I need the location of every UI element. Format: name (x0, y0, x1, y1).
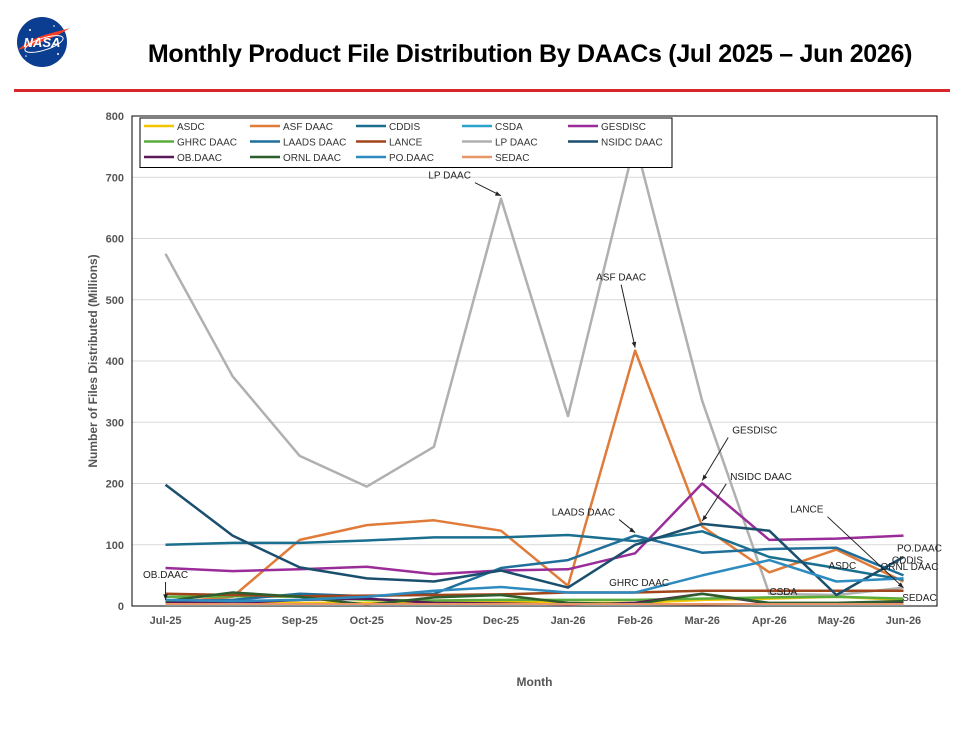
y-axis-title: Number of Files Distributed (Millions) (86, 254, 100, 467)
series-line-po-daac (165, 558, 904, 603)
annotation-leader-asf-daac (620, 284, 636, 348)
y-tick-label: 200 (106, 479, 124, 491)
legend-label-laads-daac: LAADS DAAC (283, 138, 346, 149)
x-tick-label: Apr-26 (752, 615, 787, 627)
annotations: LP DAAC ASF DAAC GESDISC NSIDC DAAC LAADS DA… (143, 171, 942, 604)
legend-label-po-daac: PO.DAAC (389, 153, 434, 164)
annotation-arrowhead-asf-daac (631, 341, 637, 348)
annotation-leader-lance (827, 516, 904, 589)
x-tick-label: Jun-26 (886, 615, 921, 627)
y-tick-label: 500 (106, 295, 124, 307)
x-tick-label: Nov-25 (416, 615, 453, 627)
legend-label-ornl-daac: ORNL DAAC (283, 153, 341, 164)
annotation-lance: LANCE (790, 505, 824, 516)
series-line-asf-daac (165, 349, 905, 605)
annotation-arrowhead-lp-daac (494, 191, 501, 196)
legend-label-ob-daac: OB.DAAC (177, 153, 222, 164)
x-tick-label: Feb-26 (617, 615, 652, 627)
annotation-leader-gesdisc (701, 437, 729, 481)
nasa-logo: NASA (10, 14, 74, 70)
legend-label-cddis: CDDIS (389, 122, 420, 133)
x-tick-label: Mar-26 (684, 615, 719, 627)
annotation-nsidc-daac: NSIDC DAAC (730, 472, 792, 483)
series-line-nsidc-daac (164, 483, 905, 597)
annotation-po-daac: PO.DAAC (897, 543, 942, 554)
x-tick-label: May-26 (818, 615, 855, 627)
annotation-arrowhead-gesdisc (702, 474, 708, 481)
annotation-asdc: ASDC (828, 561, 856, 572)
legend-label-sedac: SEDAC (495, 153, 529, 164)
x-tick-label: Sep-25 (282, 615, 318, 627)
annotation-arrowhead-lance (897, 582, 904, 588)
annotation-asf-daac: ASF DAAC (596, 273, 646, 284)
legend-label-asf-daac: ASF DAAC (283, 122, 333, 133)
y-tick-label: 800 (106, 111, 124, 123)
annotation-lp-daac: LP DAAC (428, 171, 471, 182)
annotation-ornl-daac: ORNL DAAC (880, 562, 938, 573)
annotation-csda: CSDA (769, 587, 797, 598)
page-title: Monthly Product File Distribution By DAA… (147, 40, 913, 68)
y-tick-label: 400 (106, 356, 124, 368)
annotation-leader-nsidc-daac (701, 483, 727, 522)
x-tick-label: Aug-25 (214, 615, 251, 627)
annotation-arrowhead-ob-daac (163, 594, 168, 600)
grid (132, 115, 937, 607)
title-divider (14, 89, 950, 92)
legend-label-nsidc-daac: NSIDC DAAC (601, 138, 663, 149)
annotation-arrowhead-nsidc-daac (702, 515, 708, 521)
series-line-gesdisc (165, 482, 904, 576)
x-axis-ticks: Jul-25 Aug-25 Sep-25 Oct-25 Nov-25 Dec-25 Jan-… (150, 615, 922, 627)
annotation-gesdisc: GESDISC (732, 426, 777, 437)
annotation-arrowhead-laads-daac (629, 527, 636, 533)
nasa-logo-text: NASA (24, 35, 61, 50)
x-tick-label: Jul-25 (150, 615, 182, 627)
series-line-ornl-daac (165, 591, 904, 607)
x-tick-label: Dec-25 (483, 615, 519, 627)
legend-label-lp-daac: LP DAAC (495, 138, 538, 149)
legend-label-ghrc-daac: GHRC DAAC (177, 138, 237, 149)
annotation-sedac: SEDAC (902, 593, 936, 604)
legend-label-lance: LANCE (389, 138, 423, 149)
annotation-cddis: CDDIS (892, 556, 923, 567)
series-lines (164, 140, 905, 607)
annotation-laads-daac: LAADS DAAC (552, 508, 615, 519)
y-tick-label: 300 (106, 417, 124, 429)
y-tick-label: 600 (106, 234, 124, 246)
y-axis-ticks: 0 100 200 300 400 500 600 700 800 (106, 111, 124, 613)
y-tick-label: 100 (106, 540, 124, 552)
y-tick-label: 700 (106, 172, 124, 184)
annotation-ghrc-daac: GHRC DAAC (609, 578, 669, 589)
x-axis-title: Month (517, 675, 553, 689)
y-tick-label: 0 (118, 601, 124, 613)
x-tick-label: Jan-26 (551, 615, 586, 627)
legend-label-asdc: ASDC (177, 122, 205, 133)
x-tick-label: Oct-25 (350, 615, 384, 627)
legend: ASDC ASF DAAC CDDIS CSDA GESDISC GHRC DAAC LAA… (139, 117, 673, 168)
series-line-lp-daac (164, 140, 904, 597)
series-line-cddis (165, 530, 904, 581)
annotation-ob-daac: OB.DAAC (143, 570, 188, 581)
legend-label-gesdisc: GESDISC (601, 122, 646, 133)
legend-label-csda: CSDA (495, 122, 523, 133)
